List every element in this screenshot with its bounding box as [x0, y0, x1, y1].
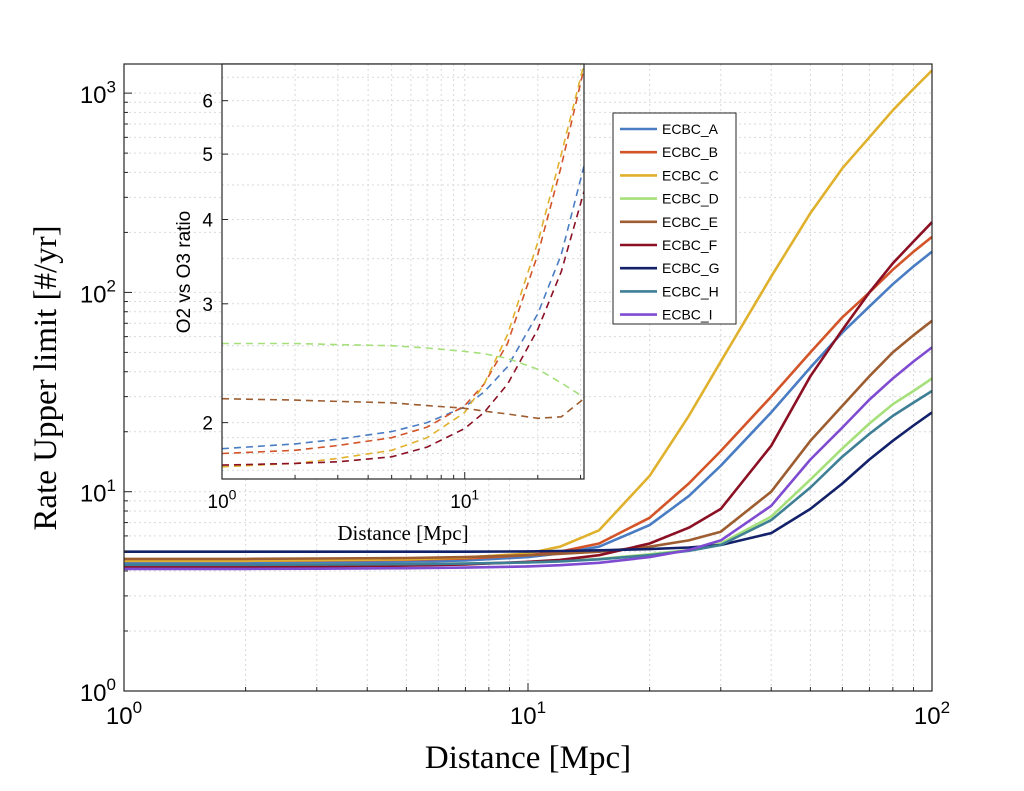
legend-entry-label: ECBC_H [662, 283, 719, 299]
main-x-tick-label-exponent: 1 [537, 698, 546, 717]
main-series-line-ecbc-f [124, 221, 933, 569]
main-y-tick-label: 102 [80, 277, 116, 309]
main-x-tick-label-base: 10 [510, 703, 537, 730]
main-x-tick-label-base: 10 [106, 703, 133, 730]
inset-x-tick-label-base: 10 [450, 492, 471, 513]
inset-x-tick-label-exponent: 1 [471, 486, 479, 502]
inset-series-line [222, 165, 584, 450]
main-series-line-ecbc-a [124, 250, 933, 565]
inset-tick-marks [221, 100, 582, 479]
inset-x-tick-label-exponent: 0 [229, 486, 237, 502]
main-y-tick-label: 100 [80, 675, 116, 707]
inset-series-line [222, 397, 584, 420]
inset-y-tick-labels: 2 3 4 5 6 [202, 92, 213, 435]
inset-grid [222, 64, 584, 479]
inset-x-tick-label: 100 [208, 486, 237, 513]
main-y-tick-label-exponent: 3 [107, 77, 116, 96]
inset-y-tick-label: 5 [202, 145, 213, 166]
main-x-tick-label: 100 [106, 698, 142, 730]
inset-series-line [222, 191, 584, 466]
inset-series-line [222, 342, 584, 399]
legend-entry-label: ECBC_E [662, 214, 718, 230]
inset-series-line [222, 64, 584, 468]
main-y-tick-label: 101 [80, 476, 116, 508]
main-x-tick-label-exponent: 2 [941, 698, 950, 717]
main-series-line-ecbc-c [124, 69, 933, 563]
main-series-line-ecbc-e [124, 319, 933, 561]
legend-entry-label: ECBC_A [662, 121, 719, 137]
inset-plot-background [222, 64, 584, 479]
legend-box [612, 112, 737, 325]
main-x-tick-label: 102 [914, 698, 950, 730]
main-y-tick-label-base: 10 [80, 281, 107, 308]
inset-y-tick-label: 2 [202, 414, 213, 435]
legend-entry-label: ECBC_B [662, 144, 718, 160]
legend-entry-label: ECBC_I [662, 307, 713, 323]
inset-y-tick-label: 3 [202, 295, 213, 316]
inset-x-axis-label: Distance [Mpc] [337, 521, 468, 545]
inset-x-tick-label-base: 10 [208, 492, 229, 513]
main-x-tick-label-base: 10 [914, 703, 941, 730]
inset-series-lines [222, 64, 584, 468]
main-y-tick-label: 103 [80, 77, 116, 109]
inset-x-tick-label: 101 [450, 486, 479, 513]
inset-series-line [222, 68, 584, 455]
main-series-line-ecbc-g [124, 411, 933, 554]
main-series-line-ecbc-i [124, 346, 933, 571]
main-x-tick-label-exponent: 0 [133, 698, 142, 717]
inset-y-tick-label: 4 [202, 210, 213, 231]
main-x-tick-labels: 100 101 102 [106, 698, 950, 730]
main-y-tick-label-exponent: 2 [107, 277, 116, 296]
legend: ECBC_A ECBC_B ECBC_C ECBC_D ECBC_E ECBC_F ECBC… [612, 112, 737, 325]
main-tick-marks [123, 92, 915, 692]
legend-entry-label: ECBC_D [662, 191, 719, 207]
main-y-tick-label-base: 10 [80, 82, 107, 109]
inset-x-tick-labels: 100 101 [208, 486, 480, 513]
main-x-tick-label: 101 [510, 698, 546, 730]
main-y-axis-label: Rate Upper limit [#/yr] [28, 225, 64, 530]
main-y-tick-label-base: 10 [80, 680, 107, 707]
main-x-axis-label: Distance [Mpc] [425, 740, 631, 776]
legend-entry-label: ECBC_G [662, 260, 720, 276]
inset-y-axis-label: O2 vs O3 ratio [174, 211, 195, 334]
legend-entry-label: ECBC_F [662, 237, 717, 253]
main-y-tick-label-exponent: 1 [107, 476, 116, 495]
inset-axes-frame [221, 63, 585, 480]
main-series-lines [124, 69, 933, 571]
legend-entry-label: ECBC_C [662, 167, 719, 183]
main-y-tick-label-base: 10 [80, 481, 107, 508]
inset-y-tick-label: 6 [202, 92, 213, 113]
main-y-tick-label-exponent: 0 [107, 675, 116, 694]
